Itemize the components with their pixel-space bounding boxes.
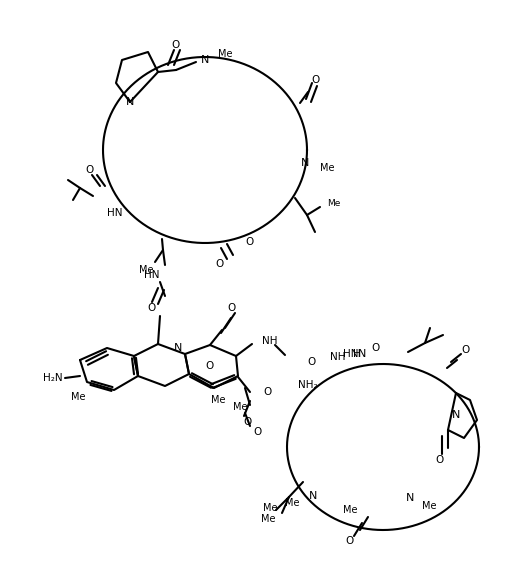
Text: O: O bbox=[206, 361, 214, 371]
Text: N: N bbox=[301, 158, 309, 168]
Text: Me: Me bbox=[211, 395, 225, 405]
Text: O: O bbox=[86, 165, 94, 175]
Text: NH₂: NH₂ bbox=[298, 380, 318, 390]
Text: N: N bbox=[406, 493, 414, 503]
Text: Me: Me bbox=[263, 503, 278, 513]
Text: O: O bbox=[461, 345, 469, 355]
Text: O: O bbox=[246, 237, 254, 247]
Text: Me: Me bbox=[320, 163, 335, 173]
Text: Me: Me bbox=[286, 498, 300, 508]
Text: O: O bbox=[371, 343, 379, 353]
Text: Me: Me bbox=[233, 402, 247, 412]
Text: Me: Me bbox=[138, 265, 153, 275]
Text: N: N bbox=[358, 349, 366, 359]
Text: HN: HN bbox=[343, 349, 358, 359]
Text: O: O bbox=[172, 40, 180, 50]
Text: Me: Me bbox=[218, 49, 232, 59]
Text: O: O bbox=[244, 417, 252, 427]
Text: O: O bbox=[216, 259, 224, 269]
Text: O: O bbox=[436, 455, 444, 465]
Text: N: N bbox=[201, 55, 210, 65]
Text: Me: Me bbox=[343, 505, 357, 515]
Text: O: O bbox=[346, 536, 354, 546]
Text: O: O bbox=[148, 303, 156, 313]
Text: H: H bbox=[353, 349, 361, 359]
Text: N: N bbox=[126, 97, 134, 107]
Text: NH: NH bbox=[330, 352, 345, 362]
Text: Me: Me bbox=[327, 200, 341, 208]
Text: NH: NH bbox=[262, 336, 278, 346]
Text: HN: HN bbox=[107, 208, 122, 218]
Text: N: N bbox=[309, 491, 317, 501]
Text: N: N bbox=[452, 410, 460, 420]
Text: Me: Me bbox=[422, 501, 437, 511]
Text: Me: Me bbox=[261, 514, 275, 524]
Text: O: O bbox=[308, 357, 316, 367]
Text: Me: Me bbox=[71, 392, 85, 402]
Text: O: O bbox=[263, 387, 271, 397]
Text: H₂N: H₂N bbox=[43, 373, 63, 383]
Text: N: N bbox=[174, 343, 182, 353]
Text: O: O bbox=[228, 303, 236, 313]
Text: HN: HN bbox=[144, 270, 160, 280]
Text: O: O bbox=[311, 75, 319, 85]
Text: O: O bbox=[254, 427, 262, 437]
